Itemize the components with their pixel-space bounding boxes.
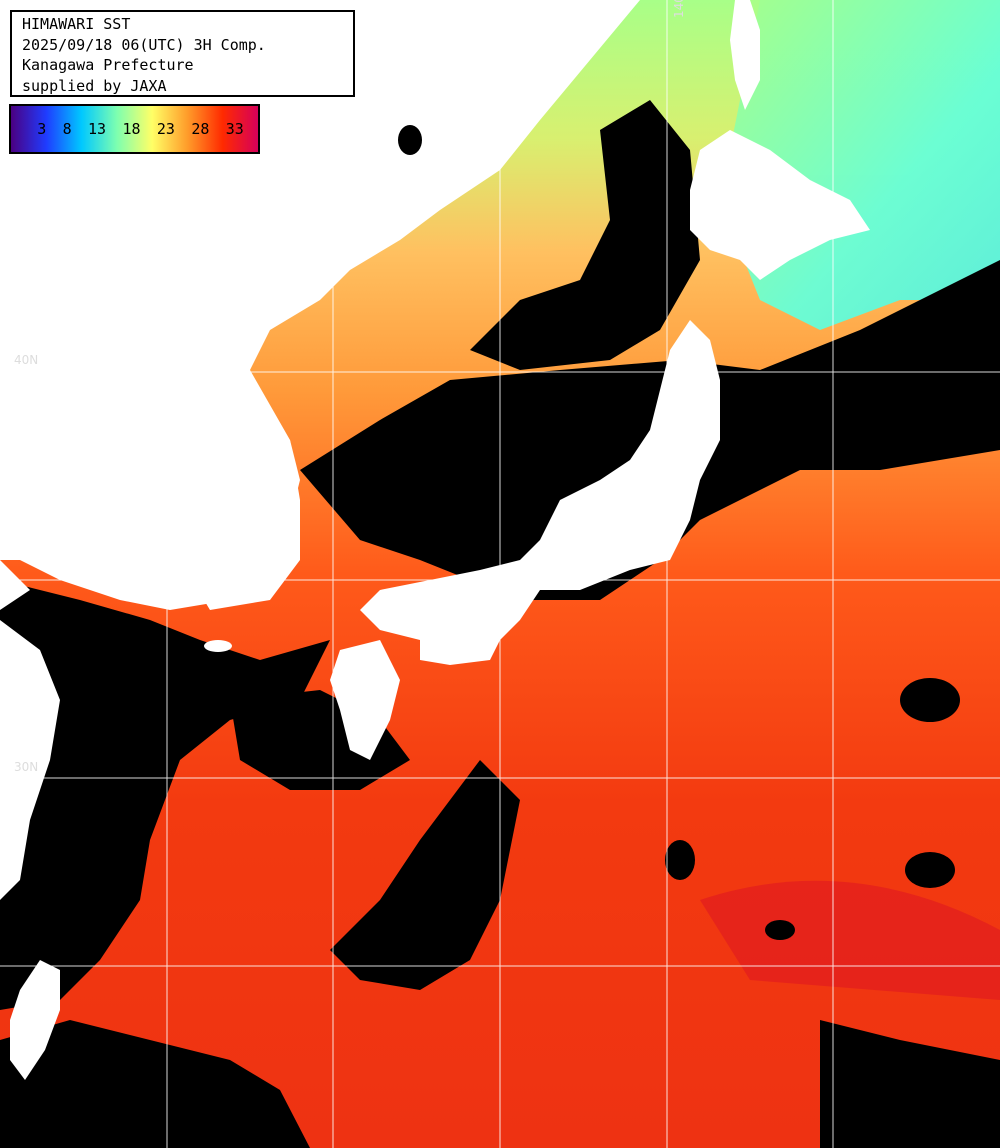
- legend-tick: 33: [225, 120, 244, 138]
- hokkaido: [690, 130, 870, 280]
- legend-tick: 23: [156, 120, 175, 138]
- info-line-source: supplied by JAXA: [22, 76, 167, 95]
- legend-tick: 3: [37, 120, 47, 138]
- legend-tick: 13: [88, 120, 107, 138]
- info-line-date: 2025/09/18 06(UTC) 3H Comp.: [22, 35, 266, 54]
- info-line-title: HIMAWARI SST: [22, 15, 131, 33]
- sakhalin: [730, 0, 760, 110]
- legend-tick: 18: [122, 120, 141, 138]
- temperature-color-legend: 3 8 13 18 23 28 33: [9, 104, 260, 154]
- legend-tick: 8: [62, 120, 72, 138]
- shikoku: [420, 630, 500, 665]
- korea-peninsula: [180, 370, 300, 610]
- lon-label-140: 140: [672, 0, 686, 18]
- china-coast: [0, 620, 60, 900]
- warm-water-patch: [700, 880, 1000, 1000]
- map-info-box: HIMAWARI SST 2025/09/18 06(UTC) 3H Comp.…: [10, 10, 355, 97]
- lat-label-40n: 40N: [14, 353, 39, 367]
- taiwan: [10, 960, 60, 1080]
- legend-tick: 28: [191, 120, 210, 138]
- lat-label-30n: 30N: [14, 760, 39, 774]
- kyushu: [330, 640, 400, 760]
- honshu: [360, 320, 720, 640]
- info-line-region: Kanagawa Prefecture: [22, 56, 194, 74]
